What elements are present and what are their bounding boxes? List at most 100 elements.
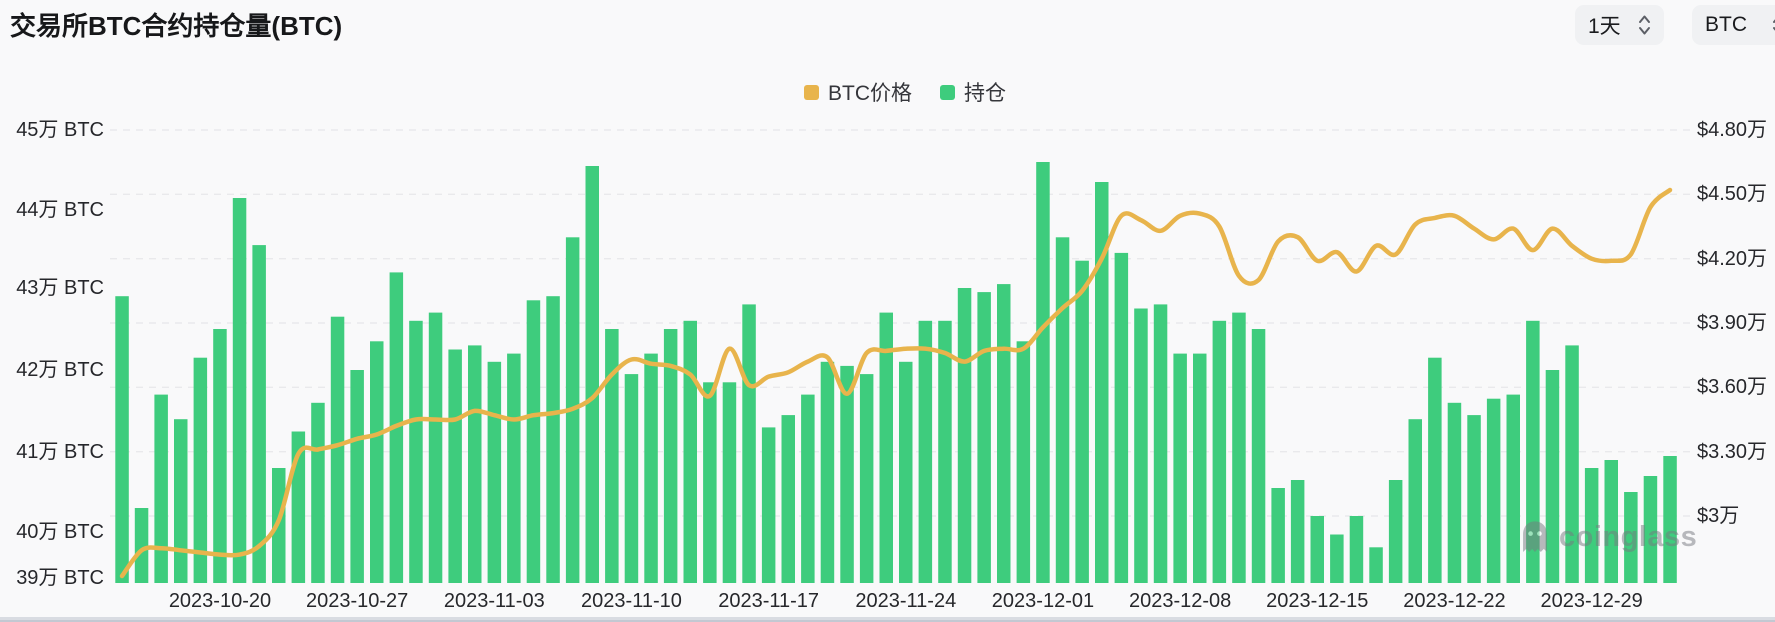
oi-bar[interactable]: [1114, 252, 1129, 583]
right-axis-tick: $4.80万: [1697, 119, 1768, 141]
oi-bar[interactable]: [1447, 402, 1462, 583]
interval-select-value: 1天: [1588, 15, 1621, 38]
oi-bar[interactable]: [1663, 456, 1677, 583]
oi-bar[interactable]: [742, 304, 756, 583]
symbol-select[interactable]: BTC: [1692, 5, 1775, 45]
oi-bar[interactable]: [1095, 182, 1109, 583]
oi-bar[interactable]: [683, 320, 698, 583]
oi-bar[interactable]: [1643, 476, 1658, 583]
chart-legend: BTC价格 持仓: [804, 77, 1006, 107]
oi-bar[interactable]: [1545, 370, 1560, 583]
oi-bar[interactable]: [997, 284, 1011, 583]
oi-bar[interactable]: [977, 292, 991, 583]
oi-bar[interactable]: [428, 312, 443, 583]
right-axis-tick: $3.60万: [1697, 376, 1768, 399]
oi-bar[interactable]: [879, 312, 894, 583]
oi-bar[interactable]: [1134, 308, 1148, 584]
oi-bar[interactable]: [252, 245, 266, 583]
x-axis-date-label: 2023-11-10: [581, 590, 682, 612]
oi-bar[interactable]: [1055, 237, 1070, 584]
oi-bar[interactable]: [193, 357, 208, 583]
right-axis-tick: $4.20万: [1697, 247, 1768, 270]
oi-bar[interactable]: [1369, 547, 1383, 583]
oi-bar[interactable]: [330, 316, 345, 583]
oi-bar[interactable]: [1388, 480, 1403, 583]
btc-price-line[interactable]: [119, 187, 1673, 579]
oi-bar[interactable]: [1506, 394, 1521, 583]
oi-bar[interactable]: [526, 300, 541, 583]
oi-bar[interactable]: [605, 329, 619, 583]
oi-bar[interactable]: [1153, 304, 1168, 583]
oi-bar[interactable]: [448, 349, 462, 584]
oi-bar[interactable]: [487, 361, 502, 583]
oi-bar[interactable]: [134, 508, 149, 583]
oi-bar[interactable]: [1604, 460, 1619, 583]
oi-bar[interactable]: [311, 402, 325, 583]
oi-bar[interactable]: [1526, 320, 1540, 583]
oi-bar[interactable]: [1016, 341, 1031, 583]
legend-label: 持仓: [964, 82, 1006, 105]
oi-bar-series: [115, 162, 1677, 584]
oi-bar[interactable]: [174, 419, 188, 583]
oi-bar[interactable]: [370, 341, 384, 583]
legend-item-open-interest[interactable]: 持仓: [940, 77, 1006, 107]
left-axis-tick: 44万 BTC: [16, 199, 104, 221]
oi-bar[interactable]: [1036, 162, 1050, 583]
oi-bar[interactable]: [1467, 415, 1481, 583]
oi-bar[interactable]: [213, 329, 227, 583]
oi-bar[interactable]: [1212, 320, 1227, 583]
oi-bar[interactable]: [350, 370, 364, 583]
oi-bar[interactable]: [1271, 488, 1285, 583]
oi-bar[interactable]: [1310, 516, 1325, 583]
interval-select[interactable]: 1天: [1575, 5, 1664, 45]
oi-bar[interactable]: [761, 427, 776, 583]
x-axis-date-label: 2023-12-22: [1403, 590, 1506, 612]
oi-bar[interactable]: [1075, 260, 1089, 583]
oi-bar[interactable]: [1486, 398, 1501, 583]
oi-bar[interactable]: [468, 345, 482, 583]
oi-bar[interactable]: [507, 353, 521, 583]
oi-bar[interactable]: [409, 320, 423, 583]
oi-bar[interactable]: [1428, 357, 1442, 583]
oi-bar[interactable]: [1584, 468, 1599, 583]
oi-bar[interactable]: [781, 415, 796, 583]
oi-bar[interactable]: [801, 394, 815, 583]
oi-bar[interactable]: [1193, 353, 1207, 583]
oi-bar[interactable]: [1349, 516, 1364, 583]
legend-item-btc-price[interactable]: BTC价格: [804, 77, 912, 107]
oi-bar[interactable]: [546, 296, 560, 583]
x-axis-date-label: 2023-10-20: [168, 590, 272, 612]
oi-bar[interactable]: [1290, 480, 1305, 583]
oi-bar[interactable]: [722, 382, 737, 583]
oi-bar[interactable]: [1232, 312, 1246, 583]
right-axis-tick: $4.50万: [1697, 183, 1768, 206]
right-axis-tick: $3万: [1697, 505, 1740, 527]
oi-bar[interactable]: [585, 166, 600, 583]
oi-bar[interactable]: [1330, 534, 1344, 584]
oi-bar[interactable]: [232, 198, 247, 583]
oi-bar[interactable]: [1173, 353, 1187, 583]
oi-bar[interactable]: [820, 361, 835, 583]
oi-bar[interactable]: [957, 288, 972, 583]
oi-bar[interactable]: [154, 394, 168, 583]
oi-bar[interactable]: [899, 361, 913, 583]
oi-bar[interactable]: [1408, 419, 1423, 583]
x-axis-date-label: 2023-12-01: [991, 590, 1095, 612]
oi-bar[interactable]: [115, 296, 129, 583]
oi-bar[interactable]: [703, 382, 717, 583]
oi-bar[interactable]: [663, 329, 678, 583]
legend-label: BTC价格: [828, 82, 912, 105]
oi-bar[interactable]: [840, 365, 854, 583]
oi-bar[interactable]: [938, 320, 952, 583]
oi-bar[interactable]: [859, 374, 874, 583]
oi-bar[interactable]: [1251, 329, 1266, 583]
x-axis-date-label: 2023-11-24: [855, 590, 957, 612]
left-axis-tick: 42万 BTC: [16, 359, 104, 381]
oi-bar[interactable]: [1565, 345, 1579, 583]
symbol-select-value: BTC: [1705, 13, 1747, 36]
oi-bar[interactable]: [1624, 492, 1638, 583]
oi-bar[interactable]: [644, 353, 658, 583]
oi-bar[interactable]: [624, 374, 639, 583]
oi-bar[interactable]: [918, 320, 933, 583]
